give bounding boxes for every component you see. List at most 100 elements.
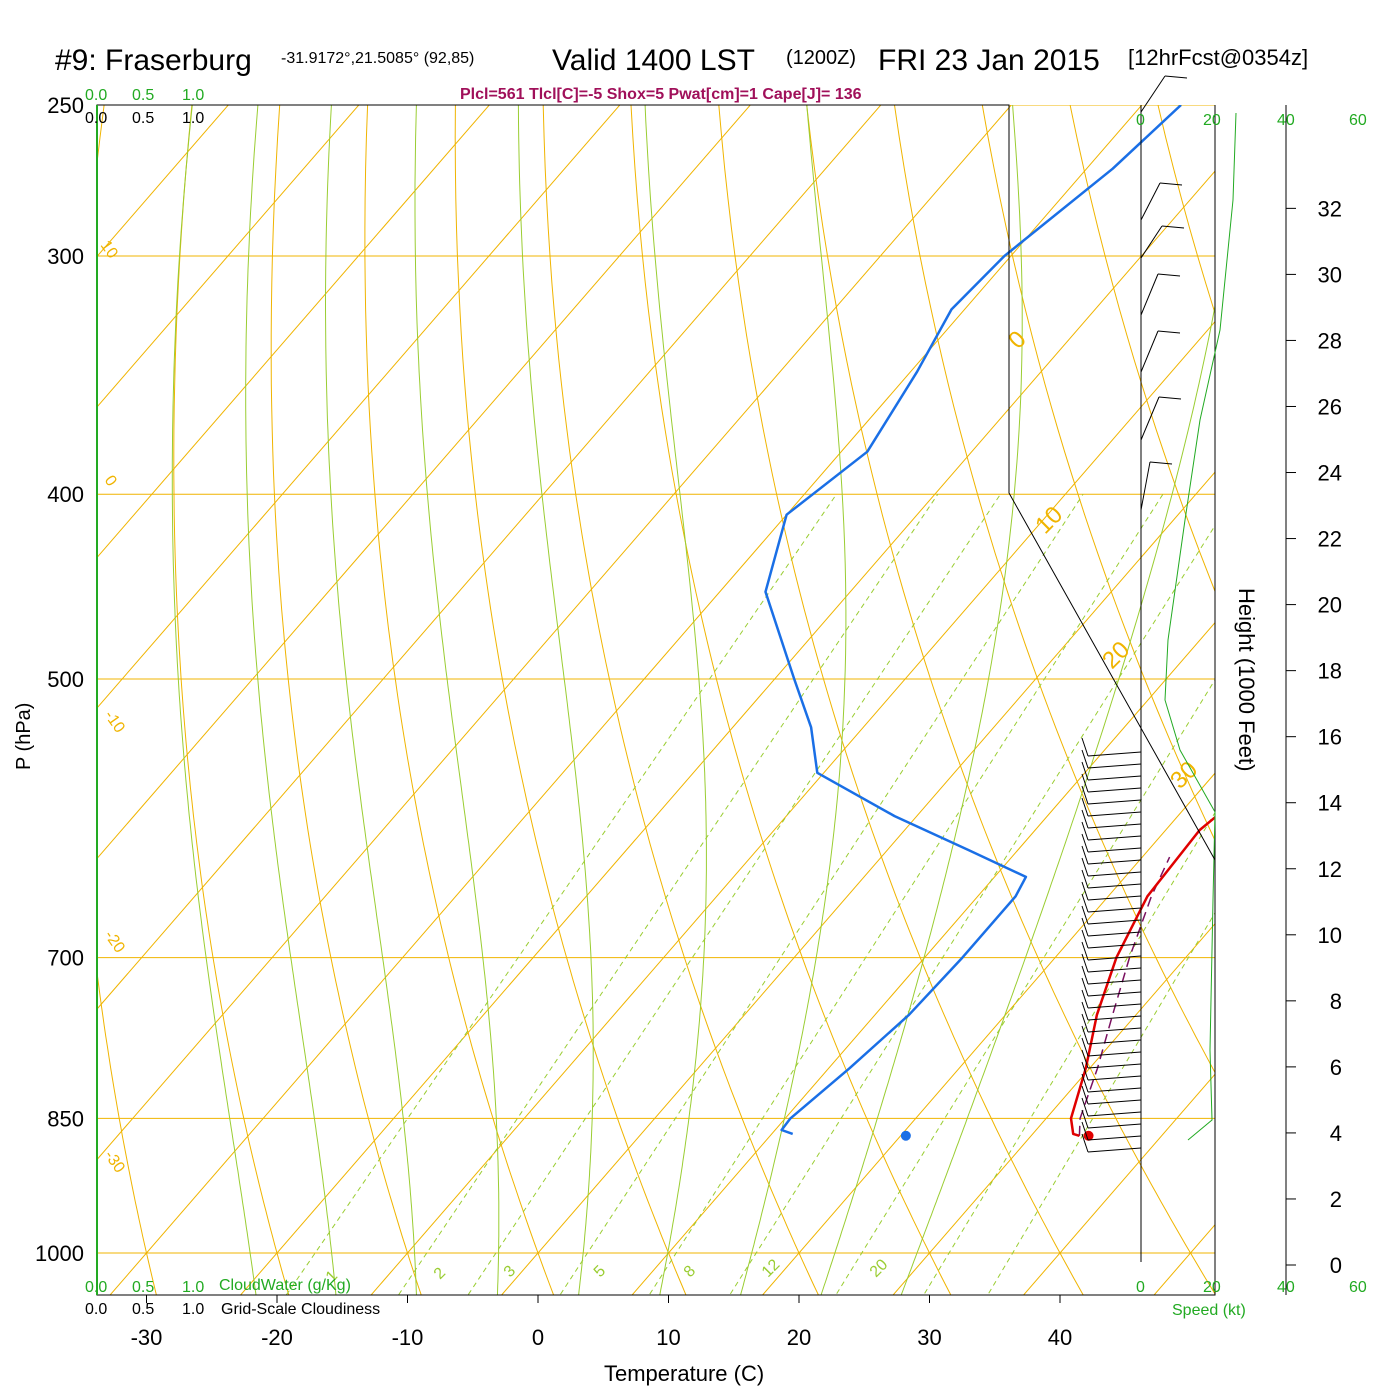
- speed-top-20: 20: [1203, 112, 1221, 129]
- isotherm-line: [631, 621, 1215, 1295]
- wind-barb-flag: [1081, 821, 1089, 841]
- wind-barb-flag: [1081, 809, 1089, 829]
- temp-tick-label: 10: [656, 1325, 680, 1350]
- wind-barb: [1087, 931, 1142, 937]
- wind-barb: [1087, 835, 1142, 841]
- mixing-ratio-label: 8: [681, 1262, 699, 1280]
- temp-tick-label: -10: [392, 1325, 424, 1350]
- mixing-ratio-line: [397, 493, 939, 1295]
- moist-adiabat: [900, 303, 1215, 1295]
- mixing-ratio-line: [729, 524, 1215, 1295]
- wind-barb-flag: [1081, 953, 1089, 973]
- isotherm-line: [109, 105, 1143, 1295]
- mixing-ratio-line: [559, 493, 1084, 1295]
- cloud-top-green-2: 1.0: [182, 87, 204, 104]
- wind-barb: [1087, 883, 1142, 889]
- speed-scale-bottom: 0 20 40 60 Speed (kt): [1136, 1279, 1367, 1319]
- wind-barb: [1087, 775, 1142, 781]
- dry-adiabat: [806, 105, 1215, 1295]
- cloud-bottom-green-2: 1.0: [182, 1279, 204, 1296]
- wind-barb: [1087, 943, 1142, 949]
- isotherm-line: [97, 105, 751, 860]
- speed-bottom-60: 60: [1349, 1279, 1367, 1296]
- adiabat-label: -30: [101, 1148, 128, 1177]
- isotherm-line: [97, 105, 621, 709]
- wind-barb: [1087, 763, 1142, 769]
- wind-barb-flag: [1081, 881, 1089, 901]
- adiabat-label: 30: [1165, 756, 1203, 794]
- isotherm-line: [892, 922, 1215, 1295]
- wind-barb-flag: [1081, 1025, 1089, 1045]
- wind-barb-flag: [1081, 749, 1089, 769]
- cloudiness-label: Grid-Scale Cloudiness: [221, 1301, 380, 1318]
- wind-speed-line: [1164, 112, 1237, 1141]
- wind-barb: [1140, 330, 1159, 373]
- cloud-top-black-1: 0.5: [132, 110, 154, 127]
- speed-top-60: 60: [1349, 112, 1367, 129]
- height-tick-label: 0: [1330, 1253, 1342, 1278]
- wind-barb: [1087, 1051, 1142, 1057]
- mixing-ratio-label: 12: [759, 1256, 784, 1281]
- temp-tick-label: 0: [532, 1325, 544, 1350]
- moist-adiabat: [644, 105, 707, 1295]
- mixing-ratio-line: [285, 493, 837, 1295]
- mixing-ratio-line: [923, 811, 1215, 1295]
- moist-adiabat: [517, 105, 594, 1295]
- isotherm-line: [1153, 1223, 1215, 1295]
- height-tick-label: 18: [1318, 659, 1342, 684]
- moist-adiabat: [820, 105, 1023, 1295]
- wind-barbs: [1081, 75, 1237, 1295]
- wind-barb-flag: [1081, 977, 1089, 997]
- wind-barb: [1087, 1027, 1142, 1033]
- wind-barb-flag: [1081, 1121, 1089, 1141]
- height-tick-label: 10: [1318, 923, 1342, 948]
- height-tick-label: 12: [1318, 857, 1342, 882]
- mixing-ratio-line: [835, 678, 1215, 1295]
- dry-adiabat: [981, 105, 1215, 842]
- cloud-top-black-2: 1.0: [182, 110, 204, 127]
- stability-indices: Plcl=561 Tlcl[C]=-5 Shox=5 Pwat[cm]=1 Ca…: [460, 86, 862, 103]
- wind-barb: [1140, 225, 1163, 259]
- wind-barb-flag: [1081, 893, 1089, 913]
- isotherm-line: [761, 772, 1215, 1295]
- temp-tick-label: 40: [1048, 1325, 1072, 1350]
- wind-barb-flag: [1081, 737, 1089, 757]
- wind-barb: [1087, 1087, 1142, 1093]
- wind-barb-flag: [1157, 330, 1181, 334]
- adiabat-label: 20: [1097, 636, 1135, 674]
- speed-label: Speed (kt): [1172, 1302, 1246, 1319]
- temperature-line: [1069, 815, 1215, 1137]
- dry-adiabat: [454, 105, 687, 1295]
- dry-adiabat: [1237, 71, 1400, 1332]
- thermo-grid: [0, 71, 1400, 1332]
- height-tick-label: 24: [1318, 461, 1342, 486]
- wind-barb-flag: [1081, 797, 1089, 817]
- isotherm-line: [97, 105, 360, 408]
- wind-barb: [1140, 461, 1151, 511]
- mixing-ratio-label: 2: [431, 1264, 449, 1282]
- wind-barb-flag: [1081, 917, 1089, 937]
- dry-adiabat: [0, 71, 32, 1332]
- zulu-time: (1200Z): [786, 47, 856, 69]
- wind-barb: [1087, 799, 1142, 805]
- station-coords: -31.9172°,21.5085° (92,85): [281, 50, 474, 67]
- height-tick-label: 2: [1330, 1187, 1342, 1212]
- valid-date: FRI 23 Jan 2015: [878, 44, 1100, 77]
- wind-barb-flag: [1081, 857, 1089, 877]
- cloud-scale-top: 0.0 0.5 1.0 0.0 0.5 1.0: [85, 87, 204, 127]
- adiabat-label: 10: [97, 238, 121, 262]
- wind-barb: [1087, 811, 1142, 817]
- temp-tick-label: -30: [131, 1325, 163, 1350]
- wind-barb: [1087, 907, 1142, 913]
- dewpoint-line: [764, 105, 1182, 1136]
- height-tick-label: 22: [1318, 527, 1342, 552]
- wind-barb: [1087, 1075, 1142, 1081]
- wind-barb: [1087, 847, 1142, 853]
- wind-barb: [1087, 1147, 1142, 1153]
- moist-adiabat: [740, 105, 847, 1295]
- wind-barb-flag: [1081, 929, 1089, 949]
- cloudwater-label: CloudWater (g/Kg): [219, 1277, 351, 1294]
- height-tick-label: 28: [1318, 328, 1342, 353]
- surface-dewpoint-dot: [900, 1130, 911, 1141]
